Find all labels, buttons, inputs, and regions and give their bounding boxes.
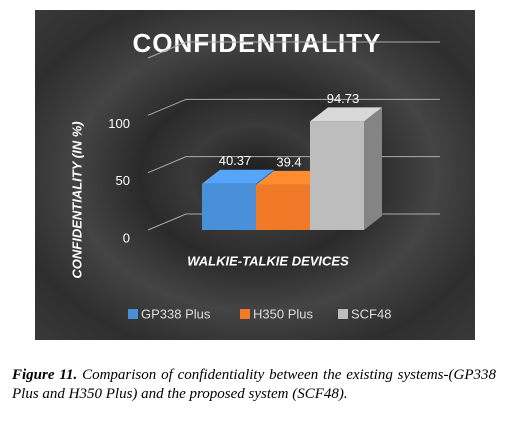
- value-label: 39.4: [276, 154, 301, 169]
- x-axis-title: WALKIE-TALKIE DEVICES: [187, 253, 349, 268]
- grid-line: [147, 41, 440, 59]
- value-label: 94.73: [327, 91, 360, 106]
- caption: Figure 11. Comparison of confidentiality…: [12, 366, 496, 404]
- y-tick-label: 100: [108, 116, 130, 131]
- legend-label: SCF48: [351, 306, 391, 321]
- bar: [256, 184, 310, 230]
- caption-label: Figure 11.: [12, 367, 78, 383]
- legend-label: H350 Plus: [253, 306, 313, 321]
- bar-side: [364, 107, 382, 230]
- y-tick-label: 0: [123, 230, 130, 245]
- legend-label: GP338 Plus: [141, 306, 211, 321]
- y-tick-label: 50: [116, 173, 130, 188]
- chart: CONFIDENTIALITY CONFIDENTIALITY (IN %) W…: [35, 10, 475, 340]
- y-axis-title: CONFIDENTIALITY (IN %): [69, 121, 84, 278]
- bar: [310, 121, 364, 230]
- bar: [202, 183, 256, 230]
- legend-swatch: [128, 309, 138, 319]
- chart-title: CONFIDENTIALITY: [133, 28, 382, 58]
- legend-swatch: [240, 309, 250, 319]
- legend-swatch: [338, 309, 348, 319]
- bar-top: [310, 107, 382, 122]
- grid-line: [147, 98, 440, 116]
- caption-text: Comparison of confidentiality between th…: [12, 367, 496, 402]
- bar-top: [202, 169, 274, 184]
- value-label: 40.37: [219, 153, 252, 168]
